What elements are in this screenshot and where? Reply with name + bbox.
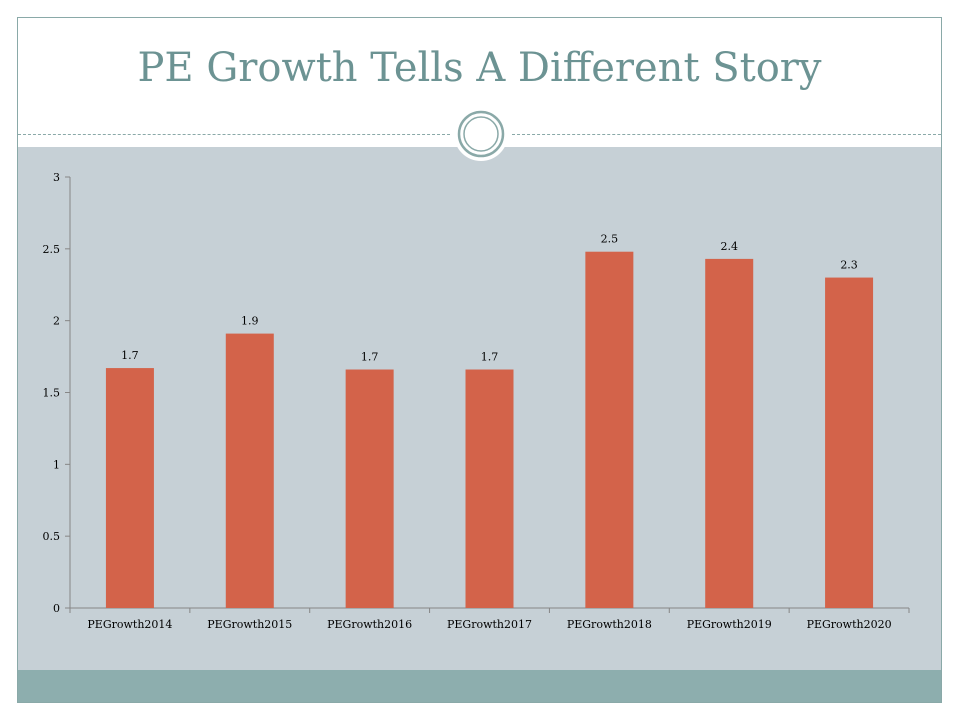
data-label: 2.4 bbox=[720, 240, 738, 253]
y-tick-label: 1 bbox=[53, 458, 60, 471]
bar-chart: 0 0.5 1 1.5 2 2.5 3 1.7 PEGrowth2014 1.9 PEGrowth2… bbox=[43, 171, 910, 631]
x-tick-label: PEGrowth2015 bbox=[207, 618, 292, 631]
bar bbox=[225, 333, 274, 608]
bar bbox=[105, 368, 154, 608]
data-label: 2.5 bbox=[601, 233, 619, 246]
bar bbox=[585, 251, 634, 608]
y-tick-label: 0 bbox=[53, 602, 60, 615]
bar bbox=[345, 369, 394, 608]
data-label: 1.9 bbox=[241, 315, 258, 328]
x-tick-label: PEGrowth2014 bbox=[87, 618, 172, 631]
title-divider-left bbox=[18, 134, 450, 135]
bar bbox=[705, 258, 754, 608]
data-label: 1.7 bbox=[121, 349, 139, 362]
chart-area: 0 0.5 1 1.5 2 2.5 3 1.7 PEGrowth2014 1.9 PEGrowth2… bbox=[18, 147, 941, 670]
bar bbox=[825, 277, 874, 608]
bar bbox=[465, 369, 514, 608]
data-label: 2.3 bbox=[840, 259, 858, 272]
title-divider-right bbox=[512, 134, 941, 135]
x-tick-label: PEGrowth2020 bbox=[807, 618, 892, 631]
y-tick-label: 3 bbox=[53, 171, 60, 184]
data-label: 1.7 bbox=[361, 351, 379, 364]
x-tick-label: PEGrowth2016 bbox=[327, 618, 412, 631]
data-label: 1.7 bbox=[481, 351, 499, 364]
bottom-band bbox=[18, 670, 941, 702]
x-tick-label: PEGrowth2017 bbox=[447, 618, 532, 631]
y-tick-label: 2 bbox=[53, 315, 60, 328]
x-tick-label: PEGrowth2018 bbox=[567, 618, 652, 631]
y-tick-label: 2.5 bbox=[43, 243, 61, 256]
slide-title: PE Growth Tells A Different Story bbox=[137, 45, 822, 91]
x-tick-label: PEGrowth2019 bbox=[687, 618, 772, 631]
y-tick-label: 1.5 bbox=[43, 387, 61, 400]
y-tick-label: 0.5 bbox=[43, 530, 61, 543]
circle-ornament-icon bbox=[453, 106, 509, 162]
